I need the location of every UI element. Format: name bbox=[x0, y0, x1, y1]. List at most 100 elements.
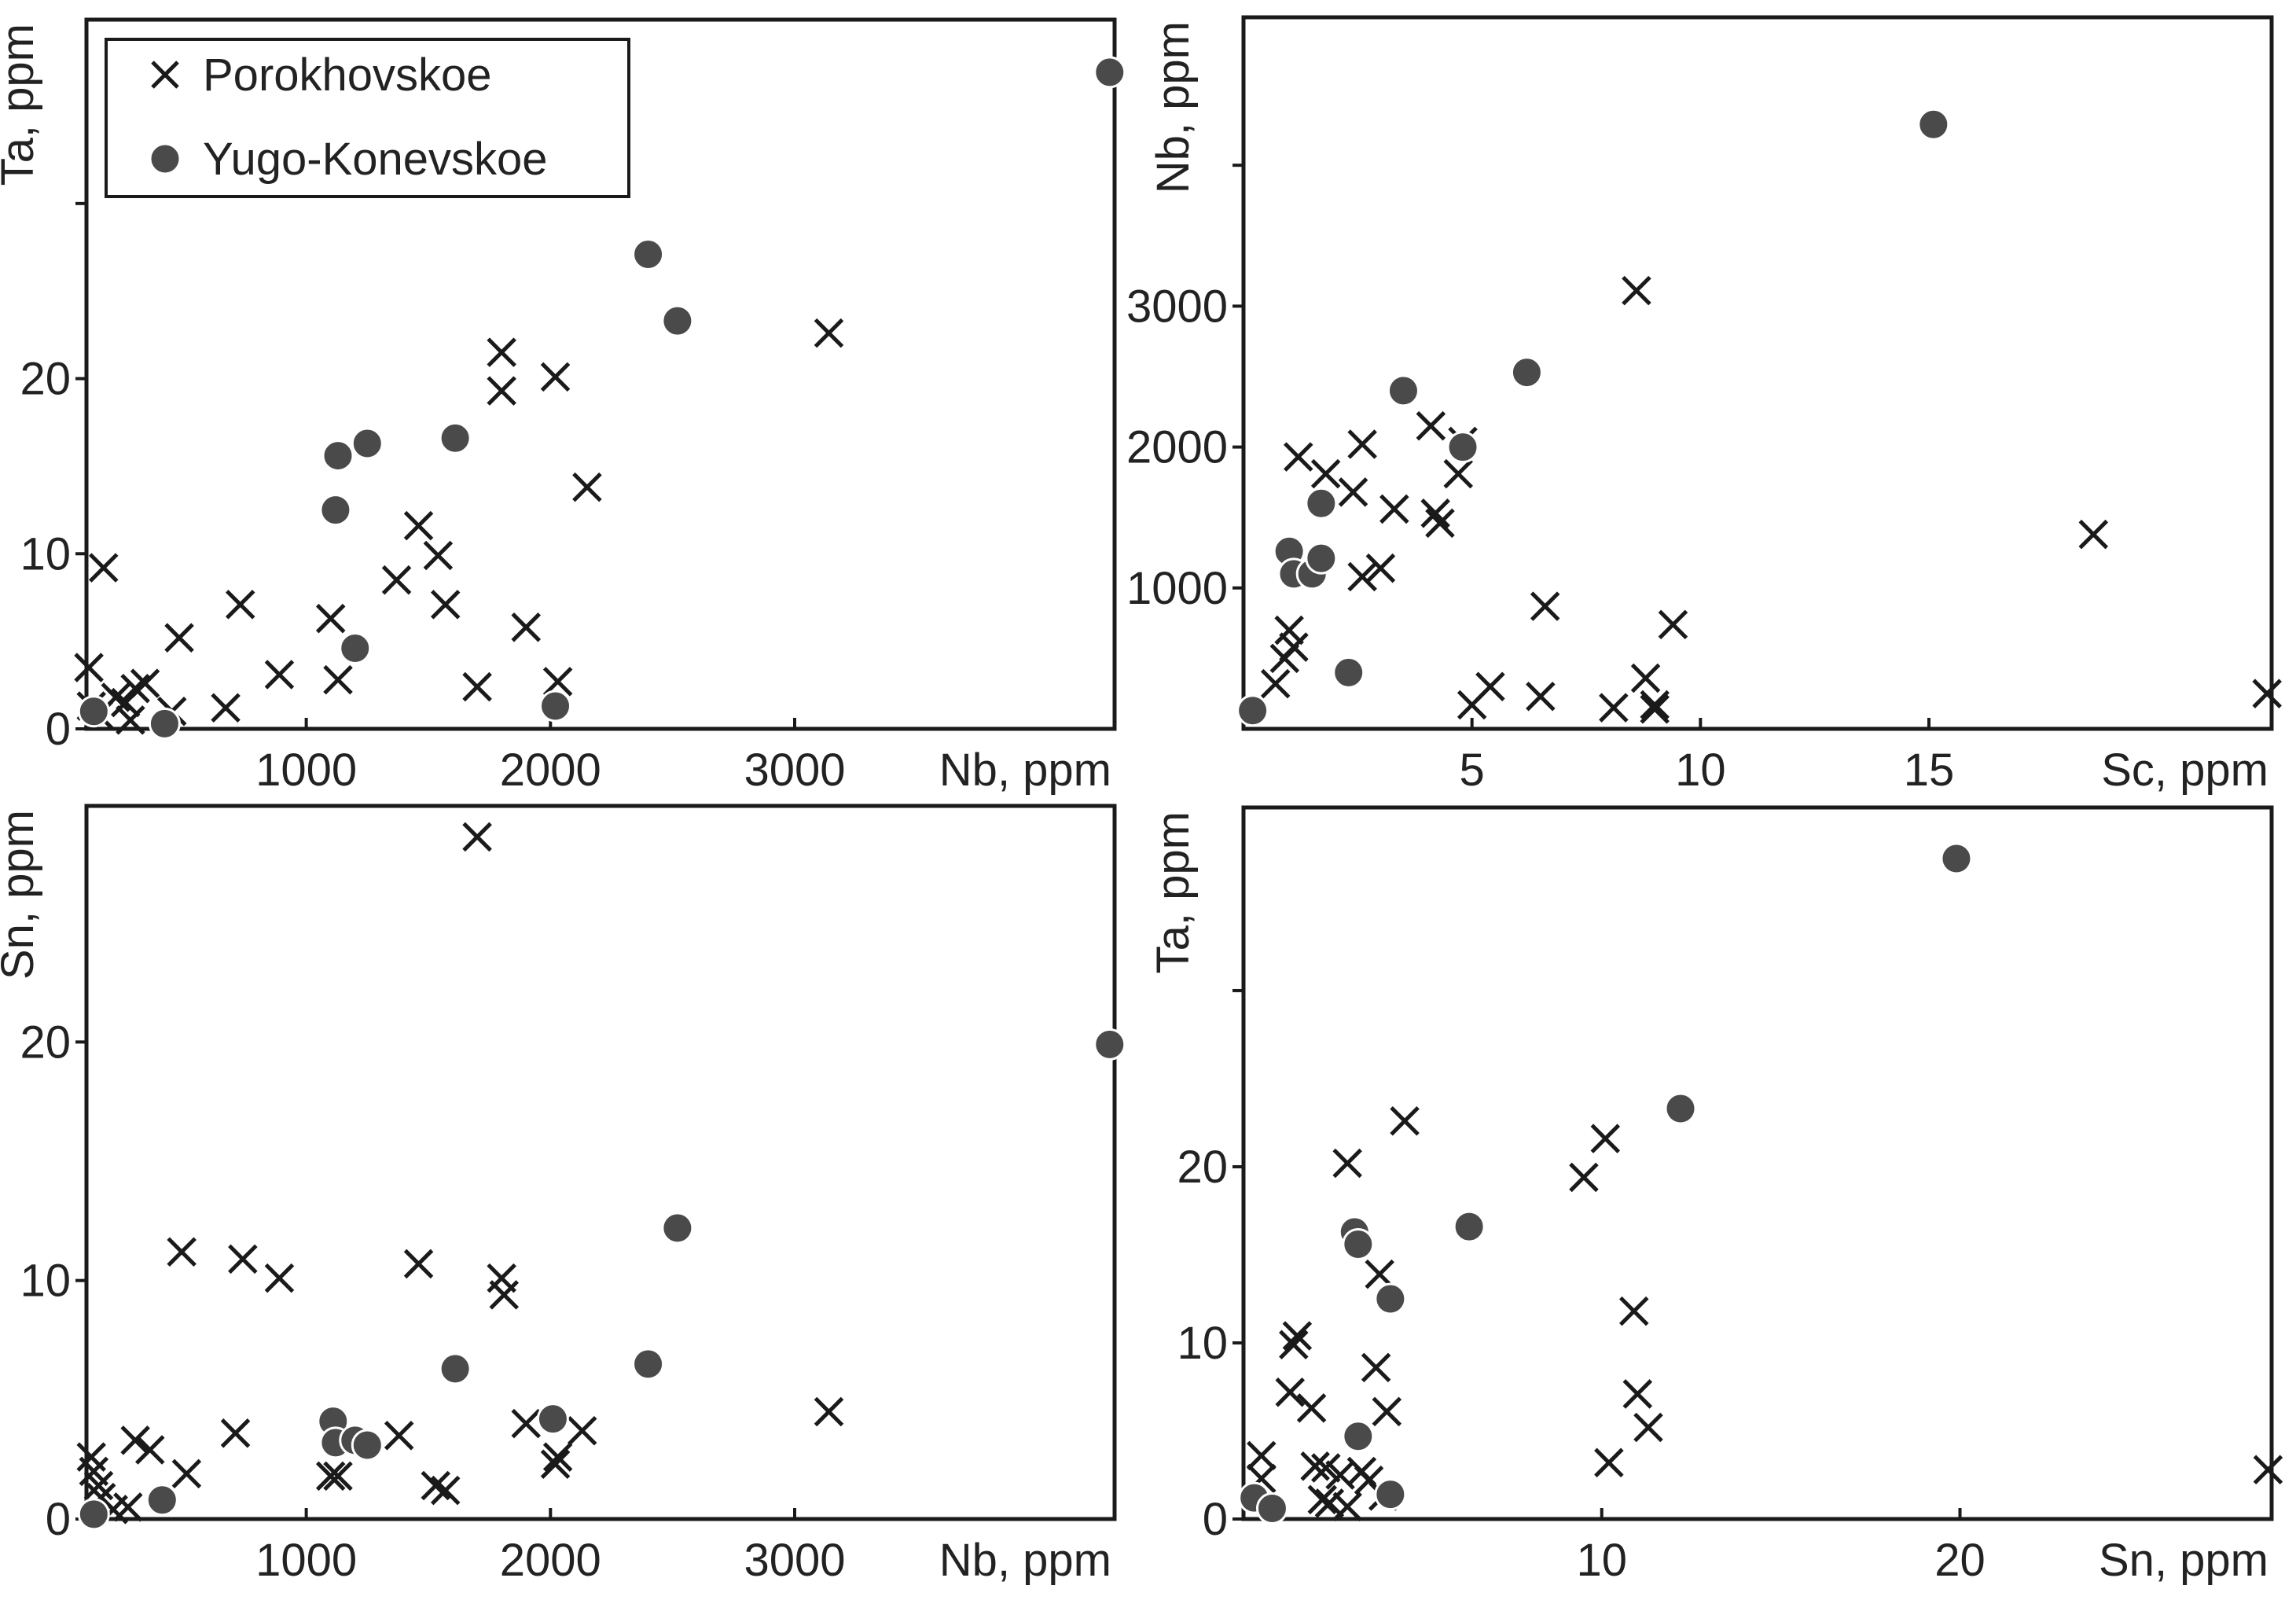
point-porokhovskoe bbox=[315, 1461, 346, 1491]
point-porokhovskoe bbox=[1622, 275, 1651, 306]
point-porokhovskoe bbox=[323, 1461, 353, 1491]
x-tick-label: 15 bbox=[1904, 745, 1955, 796]
point-porokhovskoe bbox=[1332, 1148, 1362, 1179]
point-yugo-konevskoe bbox=[1236, 694, 1269, 727]
point-porokhovskoe bbox=[135, 1435, 165, 1465]
point-porokhovskoe bbox=[1275, 1377, 1306, 1407]
point-porokhovskoe bbox=[384, 1421, 414, 1451]
point-yugo-konevskoe bbox=[439, 1352, 472, 1385]
point-porokhovskoe bbox=[113, 1492, 143, 1522]
point-porokhovskoe bbox=[1658, 609, 1688, 640]
point-porokhovskoe bbox=[1530, 591, 1560, 621]
y-axis-label: Ta, ppm bbox=[0, 24, 43, 186]
legend-box bbox=[105, 38, 630, 198]
point-porokhovskoe bbox=[1594, 1447, 1624, 1478]
plot-sn_vs_nb: 1000 2000 3000 0 10 20 Nb, ppm Sn, ppm bbox=[0, 804, 1126, 1586]
point-porokhovskoe bbox=[1310, 458, 1341, 489]
series-yugo-konevskoe bbox=[1236, 108, 1950, 727]
point-yugo-konevskoe bbox=[661, 304, 694, 337]
point-porokhovskoe bbox=[1347, 429, 1377, 459]
y-tick-label: 0 bbox=[1203, 1494, 1228, 1545]
x-tick-label: 3000 bbox=[744, 1535, 845, 1586]
point-porokhovskoe bbox=[1526, 682, 1556, 712]
point-yugo-konevskoe bbox=[148, 707, 181, 740]
point-porokhovskoe bbox=[225, 590, 255, 620]
point-porokhovskoe bbox=[130, 668, 160, 698]
point-yugo-konevskoe bbox=[1342, 1228, 1375, 1261]
point-yugo-konevskoe bbox=[536, 1403, 569, 1436]
point-porokhovskoe bbox=[542, 667, 573, 697]
point-porokhovskoe bbox=[403, 1249, 434, 1279]
point-porokhovskoe bbox=[1311, 1453, 1341, 1483]
point-yugo-konevskoe bbox=[1374, 1478, 1407, 1511]
y-tick-label: 3000 bbox=[1126, 281, 1228, 332]
point-yugo-konevskoe bbox=[351, 1429, 384, 1462]
y-tick-label: 20 bbox=[20, 354, 71, 405]
point-porokhovskoe bbox=[120, 674, 150, 704]
x-tick-label: 2000 bbox=[500, 1535, 601, 1586]
legend-label: Porokhovskoe bbox=[203, 50, 492, 101]
x-tick-label: 5 bbox=[1460, 745, 1485, 796]
point-porokhovskoe bbox=[1361, 1352, 1391, 1383]
point-porokhovskoe bbox=[421, 1470, 451, 1501]
point-porokhovskoe bbox=[1279, 632, 1309, 662]
point-porokhovskoe bbox=[1300, 1451, 1330, 1481]
y-axis-label: Sn, ppm bbox=[0, 810, 43, 980]
point-porokhovskoe bbox=[116, 705, 145, 735]
x-axis-label: Nb, ppm bbox=[939, 1535, 1111, 1586]
point-porokhovskoe bbox=[1633, 1412, 1663, 1443]
point-yugo-konevskoe bbox=[632, 237, 665, 270]
point-porokhovskoe bbox=[164, 623, 194, 653]
point-yugo-konevskoe bbox=[1387, 374, 1420, 407]
y-tick-label: 1000 bbox=[1126, 563, 1228, 614]
x-tick-label: 1000 bbox=[255, 745, 357, 796]
point-porokhovskoe bbox=[540, 1449, 571, 1479]
point-yugo-konevskoe bbox=[1374, 1282, 1407, 1315]
point-porokhovskoe bbox=[1274, 615, 1304, 646]
point-porokhovskoe bbox=[323, 664, 353, 695]
x-tick-label: 20 bbox=[1934, 1535, 1986, 1586]
y-axis-label: Nb, ppm bbox=[1148, 21, 1199, 193]
point-yugo-konevskoe bbox=[1917, 108, 1950, 141]
point-porokhovskoe bbox=[572, 472, 602, 502]
point-yugo-konevskoe bbox=[1305, 487, 1338, 520]
point-porokhovskoe bbox=[120, 1425, 150, 1455]
point-porokhovskoe bbox=[430, 1475, 461, 1506]
point-porokhovskoe bbox=[83, 1470, 114, 1501]
series-porokhovskoe bbox=[1247, 1105, 2283, 1522]
point-porokhovskoe bbox=[315, 603, 346, 634]
point-porokhovskoe bbox=[511, 612, 542, 642]
point-porokhovskoe bbox=[1372, 1396, 1402, 1427]
point-porokhovskoe bbox=[74, 653, 104, 682]
legend-circle-icon bbox=[149, 142, 182, 175]
point-porokhovskoe bbox=[1599, 693, 1629, 723]
point-porokhovskoe bbox=[1630, 663, 1661, 693]
point-porokhovskoe bbox=[2252, 679, 2282, 708]
point-porokhovskoe bbox=[1390, 1105, 1420, 1136]
point-yugo-konevskoe bbox=[1510, 356, 1543, 389]
y-tick-label: 10 bbox=[1177, 1318, 1228, 1369]
point-yugo-konevskoe bbox=[1305, 542, 1338, 575]
plot-frame bbox=[1241, 805, 2274, 1521]
point-porokhovskoe bbox=[542, 1442, 573, 1472]
y-tick-label: 10 bbox=[20, 528, 71, 579]
point-porokhovskoe bbox=[264, 1263, 295, 1293]
point-porokhovskoe bbox=[1416, 410, 1446, 441]
x-tick-label: 3000 bbox=[744, 745, 845, 796]
y-tick-label: 10 bbox=[20, 1256, 71, 1307]
point-porokhovskoe bbox=[1296, 1393, 1327, 1423]
point-yugo-konevskoe bbox=[439, 421, 472, 454]
point-porokhovskoe bbox=[487, 376, 516, 406]
point-porokhovskoe bbox=[403, 510, 434, 541]
point-porokhovskoe bbox=[814, 318, 844, 348]
point-porokhovskoe bbox=[1338, 477, 1368, 507]
point-yugo-konevskoe bbox=[1940, 842, 1973, 875]
y-tick-label: 20 bbox=[1177, 1142, 1228, 1193]
plot-ta_vs_sn: 10 20 0 10 20 Sn, ppm Ta, ppm bbox=[1148, 805, 2283, 1586]
plot-nb_vs_sc: 5 10 15 1000 2000 3000 Sc, ppm Nb, ppm bbox=[1126, 15, 2282, 796]
point-yugo-konevskoe bbox=[145, 1484, 178, 1517]
series-porokhovskoe bbox=[76, 822, 844, 1525]
point-yugo-konevskoe bbox=[1255, 1492, 1288, 1525]
point-porokhovskoe bbox=[1307, 1484, 1338, 1515]
